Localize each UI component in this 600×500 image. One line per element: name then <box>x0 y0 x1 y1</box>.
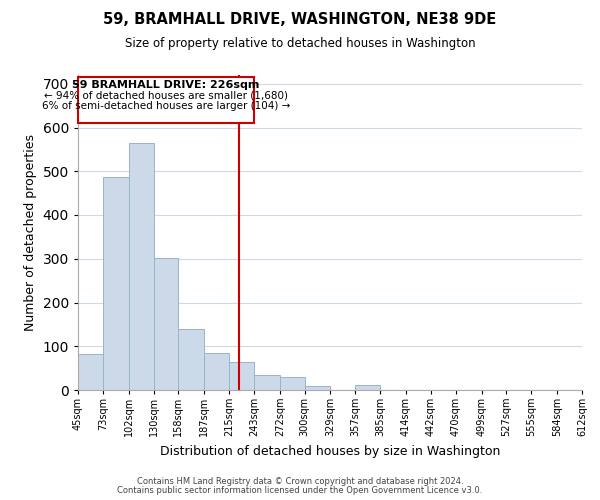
FancyBboxPatch shape <box>78 77 254 123</box>
Bar <box>254 374 280 390</box>
Bar <box>128 143 154 390</box>
Text: 59 BRAMHALL DRIVE: 226sqm: 59 BRAMHALL DRIVE: 226sqm <box>73 80 260 90</box>
Bar <box>78 354 103 390</box>
Text: Size of property relative to detached houses in Washington: Size of property relative to detached ho… <box>125 38 475 51</box>
Bar <box>280 378 305 390</box>
Bar <box>178 329 204 390</box>
Bar <box>103 177 128 390</box>
Text: ← 94% of detached houses are smaller (1,680): ← 94% of detached houses are smaller (1,… <box>44 91 288 101</box>
Text: Contains public sector information licensed under the Open Government Licence v3: Contains public sector information licen… <box>118 486 482 495</box>
Text: 6% of semi-detached houses are larger (104) →: 6% of semi-detached houses are larger (1… <box>42 101 290 111</box>
Text: 59, BRAMHALL DRIVE, WASHINGTON, NE38 9DE: 59, BRAMHALL DRIVE, WASHINGTON, NE38 9DE <box>103 12 497 28</box>
Text: Contains HM Land Registry data © Crown copyright and database right 2024.: Contains HM Land Registry data © Crown c… <box>137 477 463 486</box>
Bar <box>355 385 380 390</box>
Y-axis label: Number of detached properties: Number of detached properties <box>24 134 37 331</box>
Bar <box>154 258 178 390</box>
Bar <box>204 353 229 390</box>
Bar <box>305 386 331 390</box>
Bar <box>229 362 254 390</box>
X-axis label: Distribution of detached houses by size in Washington: Distribution of detached houses by size … <box>160 445 500 458</box>
